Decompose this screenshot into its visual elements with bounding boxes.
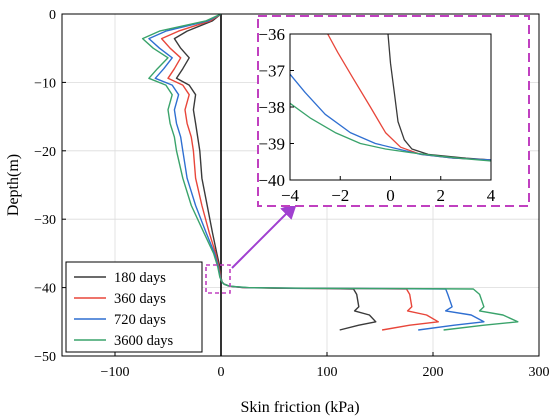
- y-tick-label: −50: [34, 350, 56, 365]
- inset-series-line-3600-days: [290, 102, 491, 162]
- inset-x-ticks: −4 −2 0 2 4: [281, 176, 496, 205]
- series-line-720-days: [148, 14, 485, 331]
- y-tick-label: 0: [49, 8, 56, 23]
- legend-label: 720 days: [114, 312, 166, 328]
- x-tick-label: −100: [101, 365, 130, 380]
- zoom-region-box: [205, 264, 231, 294]
- x-tick-label: 200: [423, 365, 444, 380]
- y-tick-label: −10: [34, 76, 56, 91]
- y-tick-label: −20: [34, 145, 56, 160]
- inset-x-tick-label: 4: [487, 186, 496, 205]
- main-y-ticks: 0 −10 −20 −30 −40 −50: [34, 8, 66, 365]
- zoom-pointer-arrow: [231, 202, 298, 269]
- y-tick-label: −30: [34, 213, 56, 228]
- main-plot-frame: [61, 13, 540, 357]
- inset-y-tick-label: −37: [258, 62, 285, 81]
- legend-label: 3600 days: [114, 333, 174, 349]
- legend-label: 360 days: [114, 291, 166, 307]
- series-line-3600-days: [141, 14, 519, 331]
- inset-x-tick-label: 2: [437, 186, 446, 205]
- inset-y-tick-label: −40: [258, 171, 285, 190]
- inset-x-tick-label: −4: [281, 186, 300, 205]
- y-axis-label: Depth(m): [5, 154, 22, 216]
- inset-y-tick-label: −38: [258, 98, 285, 117]
- y-tick-label: −40: [34, 282, 56, 297]
- x-tick-label: 100: [317, 365, 338, 380]
- inset-series-line-180-days: [387, 34, 491, 161]
- inset-x-tick-label: 0: [386, 186, 395, 205]
- main-series-group: [141, 14, 519, 331]
- legend: 180 days 360 days 720 days 3600 days: [65, 261, 203, 353]
- x-axis-label: Skin friction (kPa): [240, 399, 359, 416]
- inset-x-tick-label: −2: [331, 186, 349, 205]
- series-line-180-days: [173, 14, 377, 331]
- inset-panel: [257, 15, 530, 207]
- x-tick-label: 300: [529, 365, 550, 380]
- legend-label: 180 days: [114, 270, 166, 286]
- series-line-360-days: [160, 14, 439, 331]
- inset-series-group: [290, 34, 491, 162]
- inset-y-ticks: −36 −37 −38 −39 −40: [258, 25, 294, 190]
- inset-y-tick-label: −36: [258, 25, 285, 44]
- x-tick-label: 0: [218, 365, 225, 380]
- main-x-ticks: −100 0 100 200 300: [101, 352, 550, 380]
- inset-y-tick-label: −39: [258, 135, 285, 154]
